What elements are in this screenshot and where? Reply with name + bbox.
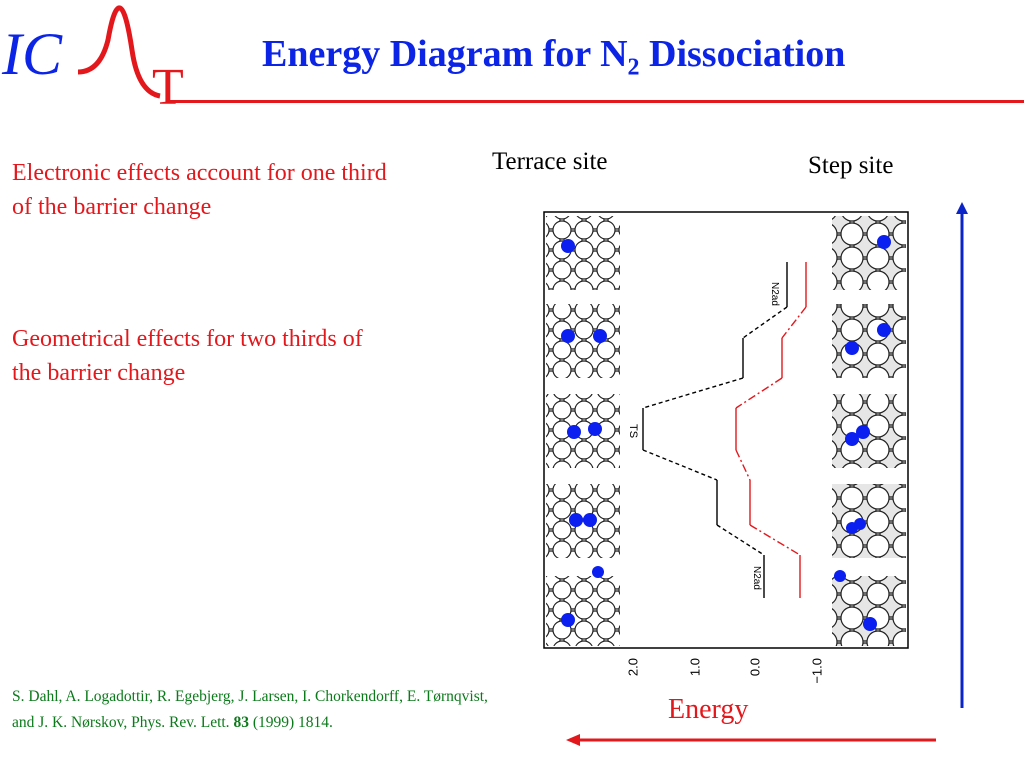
terrace-snapshot bbox=[546, 484, 620, 558]
terrace-energy-curve bbox=[642, 262, 788, 598]
horizontal-energy-arrow bbox=[566, 734, 936, 746]
step-snapshot bbox=[832, 576, 906, 646]
logo-wave-icon bbox=[77, 5, 161, 99]
nitrogen-atom bbox=[834, 570, 846, 582]
nitrogen-atom bbox=[845, 341, 859, 355]
ict-logo: IC T bbox=[1, 5, 184, 112]
terrace-snapshot bbox=[546, 216, 620, 290]
citation-authors: S. Dahl, A. Logadottir, R. Egebjerg, J. … bbox=[12, 688, 488, 731]
nitrogen-atom bbox=[854, 518, 866, 530]
title-rule bbox=[170, 100, 1024, 103]
energy-diagram-figure: N2ad TS N2ad 2.0 1.0 0.0 −1.0 bbox=[543, 211, 909, 684]
nitrogen-atom bbox=[561, 329, 575, 343]
nitrogen-atom bbox=[593, 329, 607, 343]
terrace-snapshot bbox=[546, 576, 620, 646]
energy-tick-label: 1.0 bbox=[687, 658, 702, 676]
nitrogen-atom bbox=[567, 425, 581, 439]
citation-year-pages: (1999) 1814. bbox=[248, 714, 333, 731]
energy-tick-label: 0.0 bbox=[747, 658, 762, 676]
terrace-site-label: Terrace site bbox=[492, 148, 608, 175]
nitrogen-atom bbox=[845, 432, 859, 446]
bullet-electronic-effects: Electronic effects account for one third… bbox=[12, 160, 387, 220]
bullet-geometrical-effects: Geometrical effects for two thirds of th… bbox=[12, 326, 363, 386]
title-subscript: 2 bbox=[627, 54, 640, 81]
step-snapshot bbox=[832, 216, 906, 290]
nitrogen-atom bbox=[569, 513, 583, 527]
step-snapshots bbox=[832, 216, 906, 646]
terrace-snapshots bbox=[546, 216, 620, 646]
nitrogen-atom bbox=[561, 613, 575, 627]
nitrogen-atom bbox=[856, 425, 870, 439]
energy-tick-label: −1.0 bbox=[809, 658, 824, 684]
step-energy-curve bbox=[735, 262, 807, 598]
vertical-energy-arrow bbox=[956, 202, 968, 708]
title-tail: Dissociation bbox=[639, 33, 846, 75]
step-site-label: Step site bbox=[808, 152, 894, 179]
nitrogen-atom bbox=[583, 513, 597, 527]
title-main: Energy Diagram for N bbox=[262, 33, 628, 75]
logo-ic-text: IC bbox=[1, 21, 63, 87]
citation-volume: 83 bbox=[233, 714, 249, 731]
terrace-snapshot bbox=[546, 304, 620, 378]
nitrogen-atom bbox=[877, 323, 891, 337]
nitrogen-atom bbox=[877, 235, 891, 249]
nitrogen-atom bbox=[561, 239, 575, 253]
curve-label-n2ad-top: N2ad bbox=[769, 282, 780, 306]
curve-label-ts: TS bbox=[627, 424, 639, 438]
nitrogen-atom bbox=[588, 422, 602, 436]
nitrogen-atom bbox=[863, 617, 877, 631]
terrace-snapshot bbox=[546, 394, 620, 468]
energy-tick-labels: 2.0 1.0 0.0 −1.0 bbox=[625, 658, 824, 684]
curve-label-n2ad-bottom: N2ad bbox=[751, 566, 762, 590]
nitrogen-atom bbox=[592, 566, 604, 578]
step-snapshot bbox=[832, 304, 906, 378]
step-snapshot bbox=[832, 484, 906, 558]
logo-t-text: T bbox=[152, 59, 184, 112]
citation: S. Dahl, A. Logadottir, R. Egebjerg, J. … bbox=[12, 684, 512, 736]
slide-title: Energy Diagram for N2 Dissociation bbox=[262, 32, 845, 82]
energy-axis-label: Energy bbox=[668, 694, 749, 725]
energy-tick-label: 2.0 bbox=[625, 658, 640, 676]
